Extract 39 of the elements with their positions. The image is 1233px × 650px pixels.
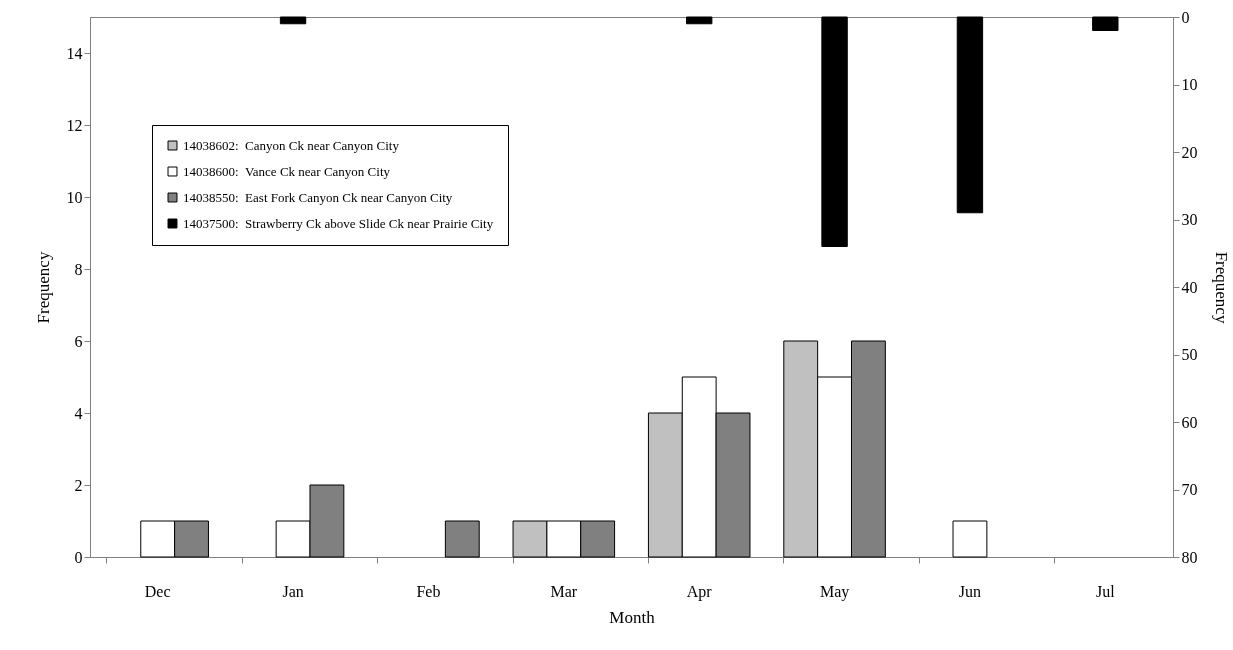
y2-tick-label: 30	[1181, 211, 1198, 228]
bar	[956, 16, 984, 214]
bar	[952, 520, 988, 558]
x-tick-label: Jun	[958, 582, 982, 600]
y-tick-label: 4	[74, 404, 83, 422]
legend-label: 14038602: Canyon Ck near Canyon City	[183, 137, 400, 153]
y-tick-label: 8	[74, 260, 83, 278]
legend-label: 14038550: East Fork Canyon Ck near Canyon City	[183, 189, 453, 205]
y2-tick-label: 50	[1181, 346, 1198, 363]
x-tick-label: May	[819, 582, 850, 601]
x-tick-label: Feb	[416, 582, 441, 600]
y-tick-label: 14	[66, 44, 83, 62]
y-tick-label: 12	[66, 116, 83, 134]
y-tick-label: 2	[74, 476, 83, 494]
y2-tick-label: 40	[1181, 278, 1198, 296]
x-tick-label: Apr	[686, 582, 713, 601]
y2-tick-label: 0	[1181, 8, 1190, 26]
legend-label: 14038600: Vance Ck near Canyon City	[183, 163, 391, 179]
x-tick-label: Dec	[144, 582, 171, 600]
legend-label: 14037500: Strawberry Ck above Slide Ck near Prairie City	[183, 215, 494, 231]
y-tick-label: 6	[74, 332, 83, 350]
bar	[686, 16, 713, 25]
y2-tick-label: 10	[1181, 76, 1198, 93]
x-tick-label: Jan	[282, 582, 304, 600]
bar	[279, 16, 307, 25]
y2-tick-label: 70	[1181, 481, 1198, 498]
x-tick-label: Mar	[550, 582, 578, 600]
bar	[821, 16, 848, 247]
x-tick-label: Jul	[1095, 582, 1116, 600]
bar	[444, 520, 480, 558]
y-tick-label: 10	[66, 188, 83, 206]
y2-tick-label: 80	[1181, 548, 1198, 566]
y-axis-title: Frequency	[33, 251, 53, 324]
y-tick-label: 0	[74, 548, 83, 566]
y2-tick-label: 20	[1181, 143, 1198, 161]
y2-tick-label: 60	[1181, 413, 1198, 431]
x-axis-title: Month	[609, 607, 656, 627]
bar	[1092, 16, 1119, 31]
y2-axis-title: Frequency	[1211, 251, 1231, 324]
